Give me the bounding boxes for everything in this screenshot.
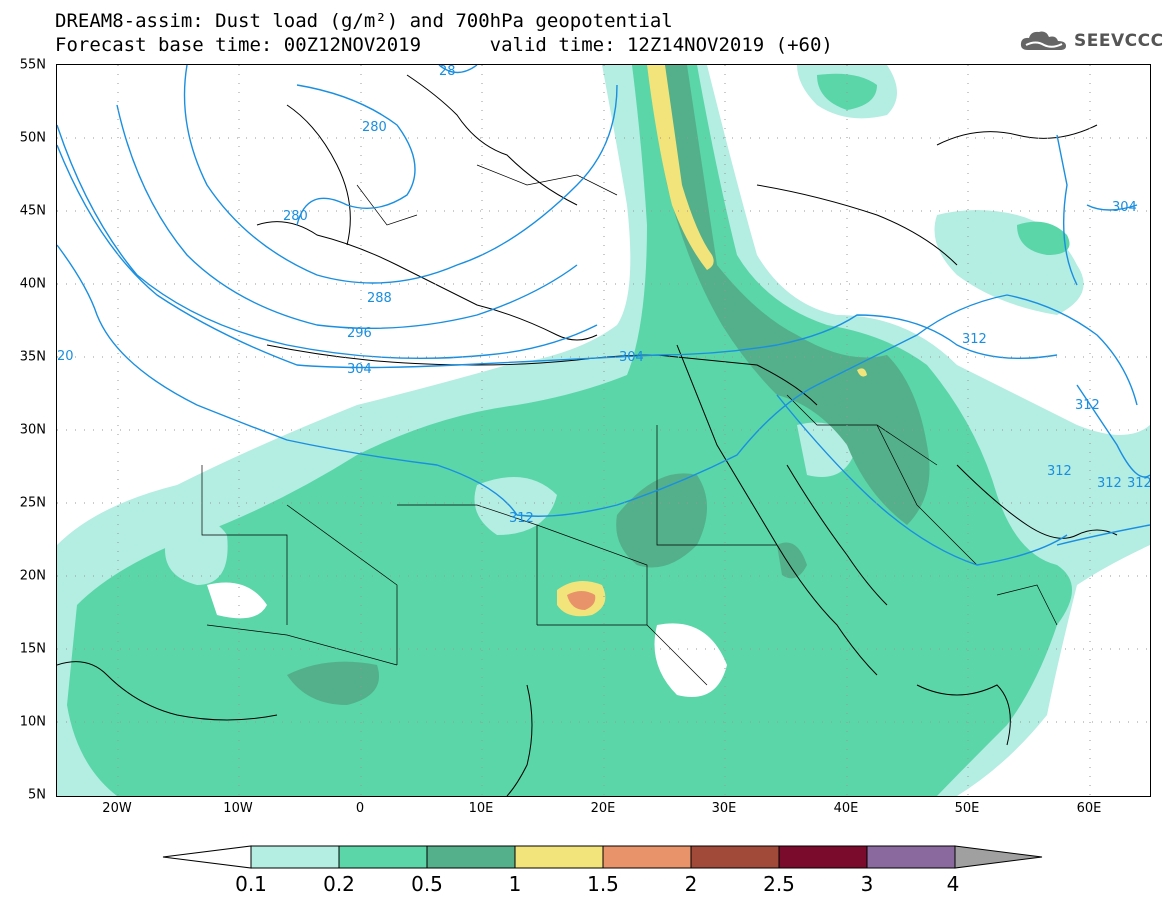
contour-label: 304 bbox=[1112, 200, 1137, 215]
contour-label: 312 bbox=[509, 511, 534, 526]
contour-label: 312 bbox=[1127, 476, 1150, 491]
colorbar-swatch bbox=[602, 845, 692, 869]
colorbar-label: 0.1 bbox=[235, 872, 267, 896]
contour-label: 20 bbox=[57, 349, 74, 364]
contour-label: 288 bbox=[367, 291, 392, 306]
colorbar-swatch bbox=[778, 845, 868, 869]
colorbar-swatch bbox=[690, 845, 780, 869]
logo-text: SEEVCCC bbox=[1074, 31, 1164, 51]
contour-label: 312 bbox=[1075, 398, 1100, 413]
lat-label: 35N bbox=[19, 349, 46, 365]
lon-label: 10E bbox=[468, 801, 494, 816]
contour-label: 296 bbox=[347, 326, 372, 341]
lon-label: 40E bbox=[833, 801, 859, 816]
lat-label: 45N bbox=[19, 203, 46, 219]
contour-label: 28 bbox=[439, 65, 456, 79]
lat-label: 20N bbox=[19, 568, 46, 584]
lon-label: 30E bbox=[711, 801, 737, 816]
geopotential-contours bbox=[57, 65, 1150, 566]
colorbar-label: 2.5 bbox=[763, 872, 795, 896]
forecast-time-line: Forecast base time: 00Z12NOV2019 valid t… bbox=[55, 34, 833, 56]
contour-label: 304 bbox=[347, 362, 372, 377]
lon-label: 50E bbox=[954, 801, 980, 816]
contour-label: 280 bbox=[283, 209, 308, 224]
colorbar-swatch bbox=[338, 845, 428, 869]
colorbar bbox=[162, 845, 1043, 869]
dust-load-map[interactable]: 28 280 280 288 296 304 304 312 312 312 3… bbox=[56, 64, 1151, 797]
colorbar-swatch bbox=[250, 845, 340, 869]
lat-label: 40N bbox=[19, 276, 46, 292]
colorbar-label: 1.5 bbox=[587, 872, 619, 896]
colorbar-label: 3 bbox=[860, 872, 874, 896]
colorbar-swatch bbox=[426, 845, 516, 869]
lat-label: 15N bbox=[19, 641, 46, 657]
lat-label: 25N bbox=[19, 495, 46, 511]
cloud-icon bbox=[1020, 31, 1066, 50]
lat-label: 5N bbox=[28, 787, 46, 803]
lat-label: 50N bbox=[19, 130, 46, 146]
country-borders bbox=[201, 164, 1058, 686]
contour-label: 280 bbox=[362, 120, 387, 135]
colorbar-label: 0.5 bbox=[411, 872, 443, 896]
lat-label: 10N bbox=[19, 714, 46, 730]
coastlines bbox=[57, 74, 1118, 796]
contour-label: 312 bbox=[1097, 476, 1122, 491]
seevccc-logo: SEEVCCC bbox=[1018, 28, 1164, 54]
contour-label: 312 bbox=[1047, 464, 1072, 479]
lon-label: 0 bbox=[355, 801, 365, 816]
lon-label: 20W bbox=[102, 801, 132, 816]
lon-label: 10W bbox=[223, 801, 253, 816]
colorbar-swatch bbox=[514, 845, 604, 869]
dust-shading bbox=[57, 65, 1150, 796]
lat-label: 30N bbox=[19, 422, 46, 438]
colorbar-swatch bbox=[866, 845, 956, 869]
colorbar-label: 0.2 bbox=[323, 872, 355, 896]
contour-label: 312 bbox=[962, 332, 987, 347]
map-title: DREAM8-assim: Dust load (g/m²) and 700hP… bbox=[55, 10, 673, 32]
lon-label: 20E bbox=[590, 801, 616, 816]
colorbar-label: 4 bbox=[946, 872, 960, 896]
colorbar-label: 1 bbox=[508, 872, 522, 896]
lon-label: 60E bbox=[1076, 801, 1102, 816]
colorbar-label: 2 bbox=[684, 872, 698, 896]
lat-label: 55N bbox=[19, 57, 46, 73]
map-canvas: 28 280 280 288 296 304 304 312 312 312 3… bbox=[57, 65, 1150, 796]
contour-label: 304 bbox=[619, 350, 644, 365]
